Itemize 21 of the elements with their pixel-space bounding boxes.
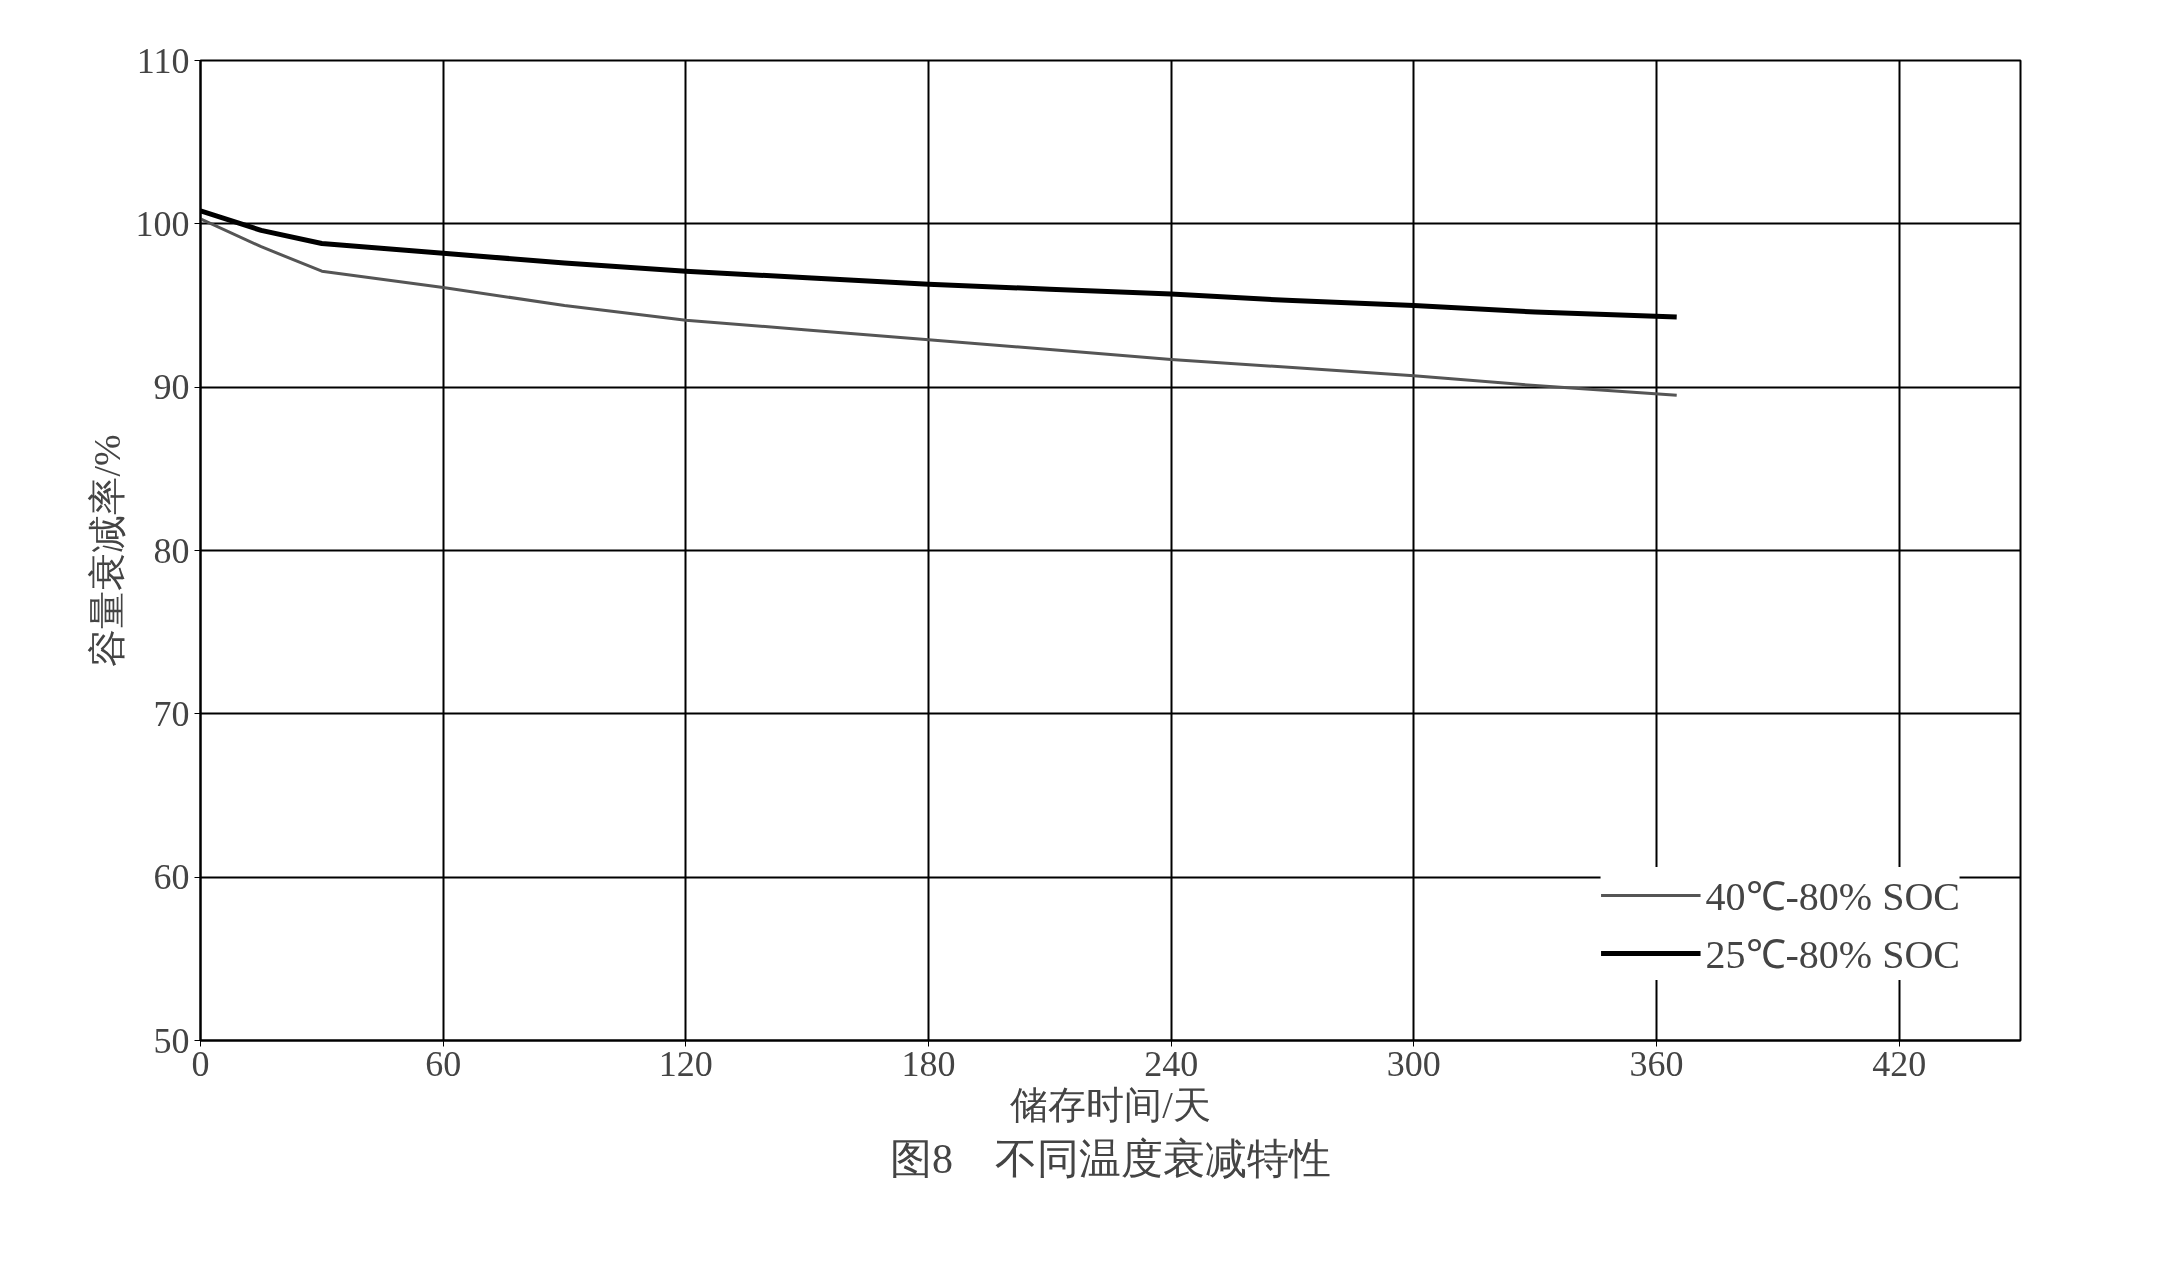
y-tick-label: 80 bbox=[153, 530, 190, 571]
y-tick-label: 90 bbox=[153, 367, 190, 408]
x-tick-label: 420 bbox=[1872, 1043, 1927, 1084]
y-tick-label: 100 bbox=[135, 203, 190, 244]
x-axis-title: 储存时间/天 bbox=[1010, 1083, 1211, 1126]
x-tick-label: 180 bbox=[901, 1043, 956, 1084]
x-tick-label: 60 bbox=[425, 1043, 462, 1084]
x-tick-label: 120 bbox=[658, 1043, 713, 1084]
y-tick-label: 60 bbox=[153, 857, 190, 898]
legend-label: 25℃-80% SOC bbox=[1705, 931, 1960, 979]
line-series bbox=[200, 217, 1679, 397]
x-tick-label: 240 bbox=[1144, 1043, 1199, 1084]
x-tick-label: 360 bbox=[1629, 1043, 1684, 1084]
x-tick-label: 0 bbox=[191, 1043, 210, 1084]
y-axis-title: 容量衰减率/% bbox=[85, 434, 128, 667]
y-tick-label: 70 bbox=[153, 693, 190, 734]
y-tick-label: 110 bbox=[136, 40, 190, 81]
caption: 图8 不同温度衰减特性 bbox=[890, 1135, 1331, 1182]
legend-label: 40℃-80% SOC bbox=[1705, 873, 1960, 921]
x-tick-label: 300 bbox=[1386, 1043, 1441, 1084]
y-tick-label: 50 bbox=[153, 1020, 190, 1061]
